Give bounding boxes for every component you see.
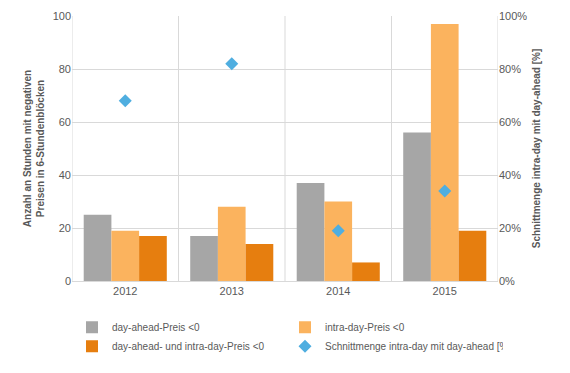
svg-text:60%: 60% — [499, 116, 521, 128]
svg-text:intra-day-Preis <0: intra-day-Preis <0 — [325, 322, 405, 333]
svg-text:80: 80 — [59, 63, 71, 75]
svg-text:100%: 100% — [499, 10, 527, 22]
svg-text:80%: 80% — [499, 63, 521, 75]
svg-text:40: 40 — [59, 169, 71, 181]
svg-text:Anzahl an Stunden mit negative: Anzahl an Stunden mit negativenPreisen i… — [22, 70, 46, 227]
svg-text:Schnittmenge intra-day mit day: Schnittmenge intra-day mit day-ahead [%] — [325, 341, 503, 352]
svg-text:day-ahead- und intra-day-Preis: day-ahead- und intra-day-Preis <0 — [112, 341, 264, 352]
svg-text:day-ahead-Preis <0: day-ahead-Preis <0 — [112, 322, 200, 333]
svg-text:0%: 0% — [499, 275, 515, 287]
svg-text:40%: 40% — [499, 169, 521, 181]
svg-text:2012: 2012 — [113, 285, 137, 297]
svg-text:100: 100 — [53, 10, 71, 22]
svg-text:2014: 2014 — [326, 285, 350, 297]
svg-text:20: 20 — [59, 222, 71, 234]
svg-text:Schnittmenge intra-day mit day: Schnittmenge intra-day mit day-ahead [%] — [531, 49, 542, 248]
svg-text:0: 0 — [65, 275, 71, 287]
svg-text:60: 60 — [59, 116, 71, 128]
svg-text:2015: 2015 — [433, 285, 457, 297]
svg-text:2013: 2013 — [220, 285, 244, 297]
svg-text:20%: 20% — [499, 222, 521, 234]
